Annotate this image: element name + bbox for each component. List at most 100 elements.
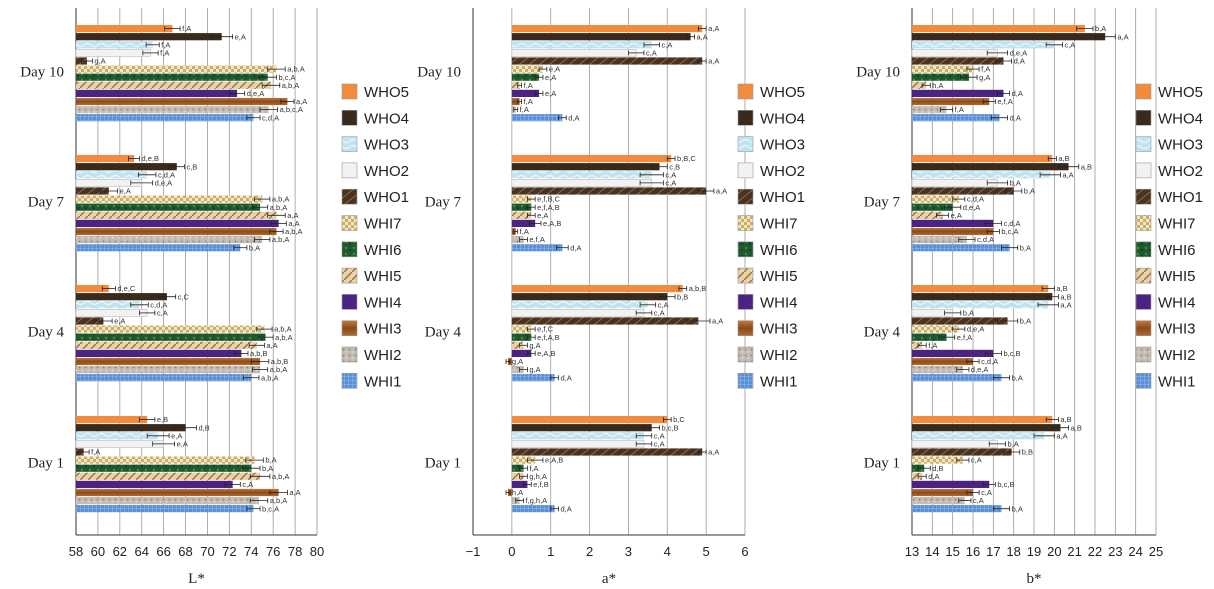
- bar-whi7: [76, 65, 277, 73]
- legend-item-who5: WHO5: [341, 83, 409, 101]
- error-bar: [984, 220, 1002, 226]
- legend-label: WHO4: [1158, 110, 1203, 127]
- x-tick-label: 72: [222, 544, 236, 559]
- data-annotation: e,f,A: [957, 333, 972, 342]
- bar-who1: [511, 187, 707, 195]
- data-annotation: b,A: [1012, 373, 1023, 382]
- error-bar: [164, 26, 181, 32]
- data-annotation: a,A: [1117, 32, 1128, 41]
- data-annotation: e,f,B: [533, 480, 548, 489]
- error-bar: [921, 82, 931, 88]
- bar-who3: [912, 41, 1055, 49]
- legend-label: WHO1: [760, 189, 805, 206]
- data-annotation: f,A: [161, 40, 170, 49]
- data-annotation: a,B: [1071, 423, 1082, 432]
- bar-who5: [912, 416, 1053, 424]
- bar-whi3: [912, 488, 973, 497]
- legend-item-who2: WHO2: [1135, 162, 1203, 180]
- bar-whi4: [76, 89, 238, 97]
- error-bar: [517, 82, 522, 88]
- error-bar: [1058, 164, 1080, 170]
- error-bar: [1037, 302, 1059, 308]
- data-annotation: b,A: [1095, 24, 1106, 33]
- legend-item-whi5: WHI5: [737, 267, 798, 285]
- data-annotation: c,d,A: [158, 170, 175, 179]
- bar-whi7: [76, 325, 265, 333]
- error-bar: [527, 326, 536, 332]
- legend-swatch: [737, 162, 754, 179]
- bar-whi7: [912, 195, 959, 203]
- bar-who4: [76, 163, 177, 171]
- error-bar: [269, 229, 284, 234]
- category-label: Day 7: [864, 195, 901, 211]
- error-bar: [258, 74, 277, 80]
- data-annotation: d,A: [560, 504, 571, 513]
- data-annotation: c,A: [157, 309, 168, 318]
- error-bar: [77, 449, 90, 455]
- data-annotation: b,A: [1020, 243, 1031, 252]
- error-bar: [250, 359, 270, 364]
- data-annotation: f,A: [160, 49, 169, 58]
- error-bar: [249, 498, 269, 504]
- data-annotation: b,c,A: [1001, 227, 1018, 236]
- bar-whi6: [76, 73, 268, 81]
- legend-swatch: [1135, 294, 1152, 310]
- data-annotation: d,B: [199, 423, 210, 432]
- error-bar: [938, 334, 956, 340]
- bar-whi4: [912, 219, 994, 227]
- bar-whi1: [511, 505, 555, 513]
- data-annotation: a,A: [716, 187, 727, 196]
- error-bar: [257, 334, 274, 340]
- bar-who5: [76, 416, 148, 424]
- error-bar: [994, 58, 1013, 64]
- bar-who4: [76, 33, 222, 41]
- bar-whi7: [76, 456, 255, 464]
- error-bar: [986, 229, 1000, 234]
- x-tick-label: −1: [466, 544, 481, 559]
- bar-who4: [511, 33, 691, 41]
- error-bar: [261, 82, 281, 88]
- error-bar: [936, 212, 949, 218]
- legend-item-whi3: WHI3: [737, 320, 798, 338]
- data-annotation: c,d,A: [150, 300, 167, 309]
- data-annotation: e,A: [545, 73, 556, 82]
- data-annotation: b,A: [1024, 187, 1035, 196]
- bar-who5: [76, 155, 135, 163]
- x-tick-label: 62: [113, 544, 127, 559]
- error-bar: [128, 156, 140, 162]
- error-bar: [152, 441, 175, 447]
- bar-whi4: [912, 349, 994, 357]
- data-annotation: f,g,h,A: [526, 496, 548, 505]
- data-annotation: b,A: [1020, 317, 1031, 326]
- category-label: Day 7: [425, 195, 462, 211]
- data-annotation: h,A: [512, 488, 523, 497]
- bar-who1: [912, 57, 1004, 65]
- legend-swatch: [737, 372, 754, 389]
- data-annotation: g,h,A: [529, 472, 547, 481]
- bar-whi4: [511, 89, 540, 97]
- data-annotation: a,b,B: [689, 284, 707, 293]
- bar-whi6: [76, 333, 266, 341]
- bar-whi5: [511, 81, 520, 89]
- bar-who4: [912, 424, 1061, 432]
- error-bar: [651, 164, 668, 170]
- legend-label: WHO5: [760, 84, 805, 101]
- data-annotation: a,A: [288, 219, 299, 228]
- error-bar: [643, 42, 660, 48]
- data-annotation: d,A: [568, 113, 579, 122]
- error-bar: [917, 473, 927, 479]
- error-bar: [527, 204, 536, 210]
- error-bar: [639, 302, 657, 308]
- data-annotation: b,c,B: [662, 423, 679, 432]
- category-label: Day 4: [425, 325, 462, 341]
- error-bar: [558, 115, 567, 121]
- legend-label: WHI4: [760, 294, 798, 311]
- data-annotation: a,A: [1056, 431, 1067, 440]
- error-bar: [99, 188, 119, 194]
- bar-whi5: [912, 211, 943, 219]
- data-annotation: d,e,A: [155, 179, 173, 188]
- bar-who1: [912, 317, 1008, 325]
- error-bar: [523, 481, 532, 487]
- bar-whi2: [511, 236, 524, 244]
